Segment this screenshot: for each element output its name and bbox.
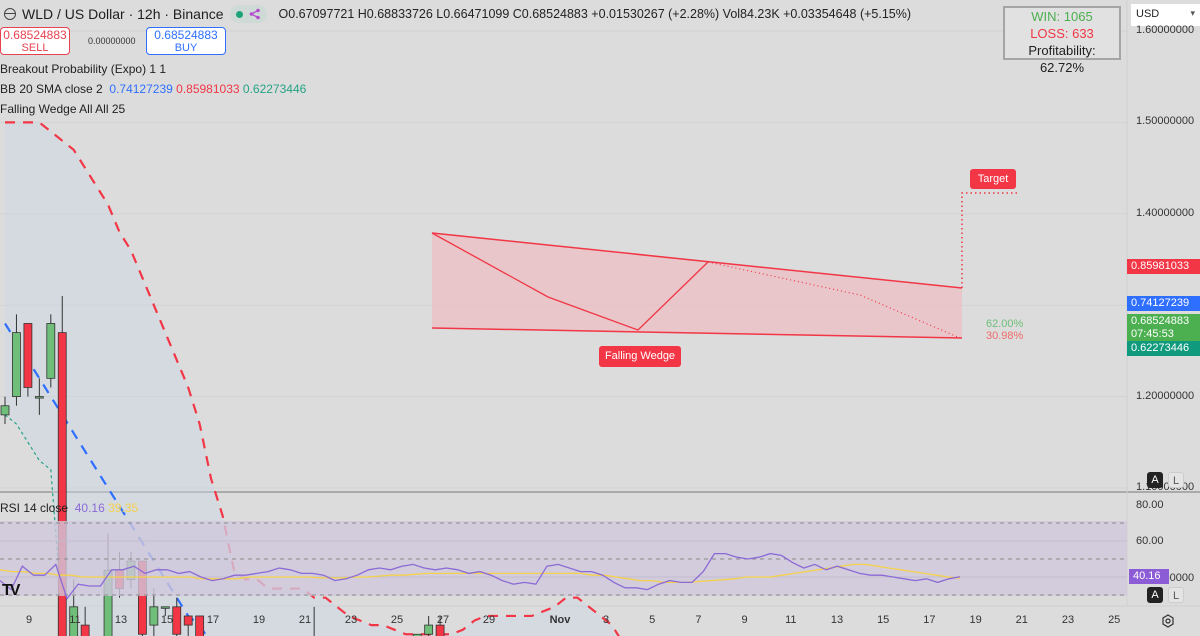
tradingview-logo[interactable]: TV [2, 582, 21, 599]
candle [0, 396, 10, 425]
candle [46, 314, 56, 388]
rsi-label: RSI 14 close [0, 501, 69, 515]
buy-label: BUY [174, 42, 198, 54]
loss-count: LOSS: 633 [1030, 26, 1094, 41]
time-axis-tick: 7 [695, 614, 702, 626]
time-axis-tick: 17 [923, 614, 936, 626]
bb-upper-price-tag: 0.85981033 [1127, 259, 1200, 274]
time-axis-tick: 23 [1061, 614, 1075, 626]
log-scale-button[interactable]: L [1168, 472, 1184, 488]
time-axis-tick: 25 [390, 614, 404, 626]
candle [313, 606, 315, 636]
bb-basis-price-tag: 0.74127239 [1127, 296, 1200, 311]
rsi-ma-value: 39.35 [108, 501, 139, 515]
candle [80, 606, 90, 636]
share-icon [249, 8, 260, 20]
falling-wedge-label[interactable]: Falling Wedge [599, 346, 681, 367]
bb-basis-value: 0.74127239 [109, 82, 173, 96]
bb-lower-price-tag: 0.62273446 [1127, 341, 1200, 356]
legend-bollinger-bands[interactable]: BB 20 SMA close 2 0.74127239 0.85981033 … [0, 82, 306, 96]
rsi-value-tag: 40.16 [1129, 569, 1169, 584]
time-axis-tick: 15 [877, 614, 890, 626]
symbol-title[interactable]: WLD / US Dollar · 12h · Binance [22, 6, 224, 22]
time-axis-tick: 11 [69, 614, 81, 626]
spread-value: 0.00000000 [88, 36, 136, 46]
time-axis-tick: Nov [549, 614, 571, 626]
last-price: 0.68524883 [1131, 315, 1190, 327]
candle [149, 588, 159, 636]
candle [34, 378, 44, 415]
bb-lower-value: 0.62273446 [242, 82, 307, 96]
auto-scale-button[interactable]: A [1147, 472, 1163, 488]
rsi-value: 40.16 [74, 501, 105, 515]
price-axis-tick: 1.50000000 [1136, 115, 1195, 128]
legend-rsi[interactable]: RSI 14 close 40.16 39.35 [0, 501, 138, 515]
sell-button[interactable]: 0.68524883 SELL [0, 27, 70, 55]
price-axis-tick: 1.40000000 [1136, 206, 1195, 219]
time-axis-tick: 17 [206, 614, 220, 626]
legend-breakout-probability[interactable]: Breakout Probability (Expo) 1 1 [0, 62, 167, 76]
win-loss-stats: WIN: 1065 LOSS: 633 Profitability: 62.72… [1003, 6, 1121, 75]
settings-gear-icon[interactable] [1161, 614, 1175, 628]
chevron-down-icon: ▾ [1190, 8, 1195, 18]
time-axis-tick: 9 [741, 614, 748, 626]
time-axis-tick: 15 [160, 614, 174, 626]
currency-select[interactable]: USD ▾ [1131, 4, 1200, 26]
time-axis-tick: 25 [1108, 614, 1121, 626]
price-axis-tick: 1.20000000 [1136, 389, 1195, 402]
time-axis-tick: 5 [649, 614, 656, 626]
symbol-header: WLD / US Dollar · 12h · Binance O0.67097… [4, 5, 911, 23]
candle [195, 615, 205, 636]
price-axis-tick: 1.60000000 [1136, 24, 1195, 36]
buy-price: 0.68524883 [154, 28, 218, 42]
time-axis-tick: 21 [298, 614, 312, 626]
win-count: WIN: 1065 [1031, 9, 1093, 24]
time-axis-tick: 29 [482, 614, 496, 626]
rsi-auto-scale-button[interactable]: A [1147, 587, 1163, 603]
candle [435, 615, 445, 636]
time-axis-tick: 27 [436, 614, 450, 626]
candle [424, 615, 434, 636]
candle [69, 579, 79, 636]
breakout-down-probability: 30.98% [986, 330, 1024, 342]
ohlc-values: O0.67097721 H0.68833726 L0.66471099 C0.6… [278, 7, 912, 21]
bar-countdown: 07:45:53 [1131, 328, 1174, 340]
time-axis-tick: 13 [114, 614, 128, 626]
candle [183, 615, 193, 636]
time-axis-tick: 3 [602, 614, 610, 626]
time-axis-tick: 11 [785, 614, 797, 626]
rsi-axis-80: 80.00 [1136, 499, 1164, 511]
buy-button[interactable]: 0.68524883 BUY [146, 27, 226, 55]
time-axis-tick: 13 [830, 614, 844, 626]
candle [412, 633, 422, 636]
breakout-up-probability: 62.00% [986, 318, 1024, 330]
time-axis-tick: 21 [1015, 614, 1028, 626]
market-open-icon [235, 10, 243, 18]
candle [57, 296, 67, 636]
time-axis-tick: 19 [252, 614, 266, 626]
bb-label: BB 20 SMA close 2 [0, 82, 103, 96]
candle [12, 314, 21, 406]
sell-label: SELL [21, 42, 49, 54]
sell-price: 0.68524883 [3, 28, 67, 42]
last-price-tag: 0.68524883 07:45:53 [1127, 314, 1200, 341]
globe-icon [4, 8, 16, 20]
target-label[interactable]: Target [970, 169, 1016, 189]
time-axis-tick: 23 [344, 614, 358, 626]
market-status-pill[interactable] [229, 5, 267, 23]
candle [160, 606, 170, 616]
time-axis-tick: 19 [969, 614, 982, 626]
price-axis-tick: 1.10000000 [1136, 481, 1195, 493]
time-axis-tick: 9 [25, 614, 33, 626]
profitability: Profitability: 62.72% [1028, 43, 1096, 75]
currency-value: USD [1136, 8, 1160, 20]
legend-falling-wedge[interactable]: Falling Wedge All All 25 [0, 102, 126, 116]
candle [23, 323, 33, 397]
rsi-log-scale-button[interactable]: L [1168, 587, 1184, 603]
bb-upper-value: 0.85981033 [176, 82, 240, 96]
rsi-axis-60: 60.00 [1136, 535, 1164, 547]
